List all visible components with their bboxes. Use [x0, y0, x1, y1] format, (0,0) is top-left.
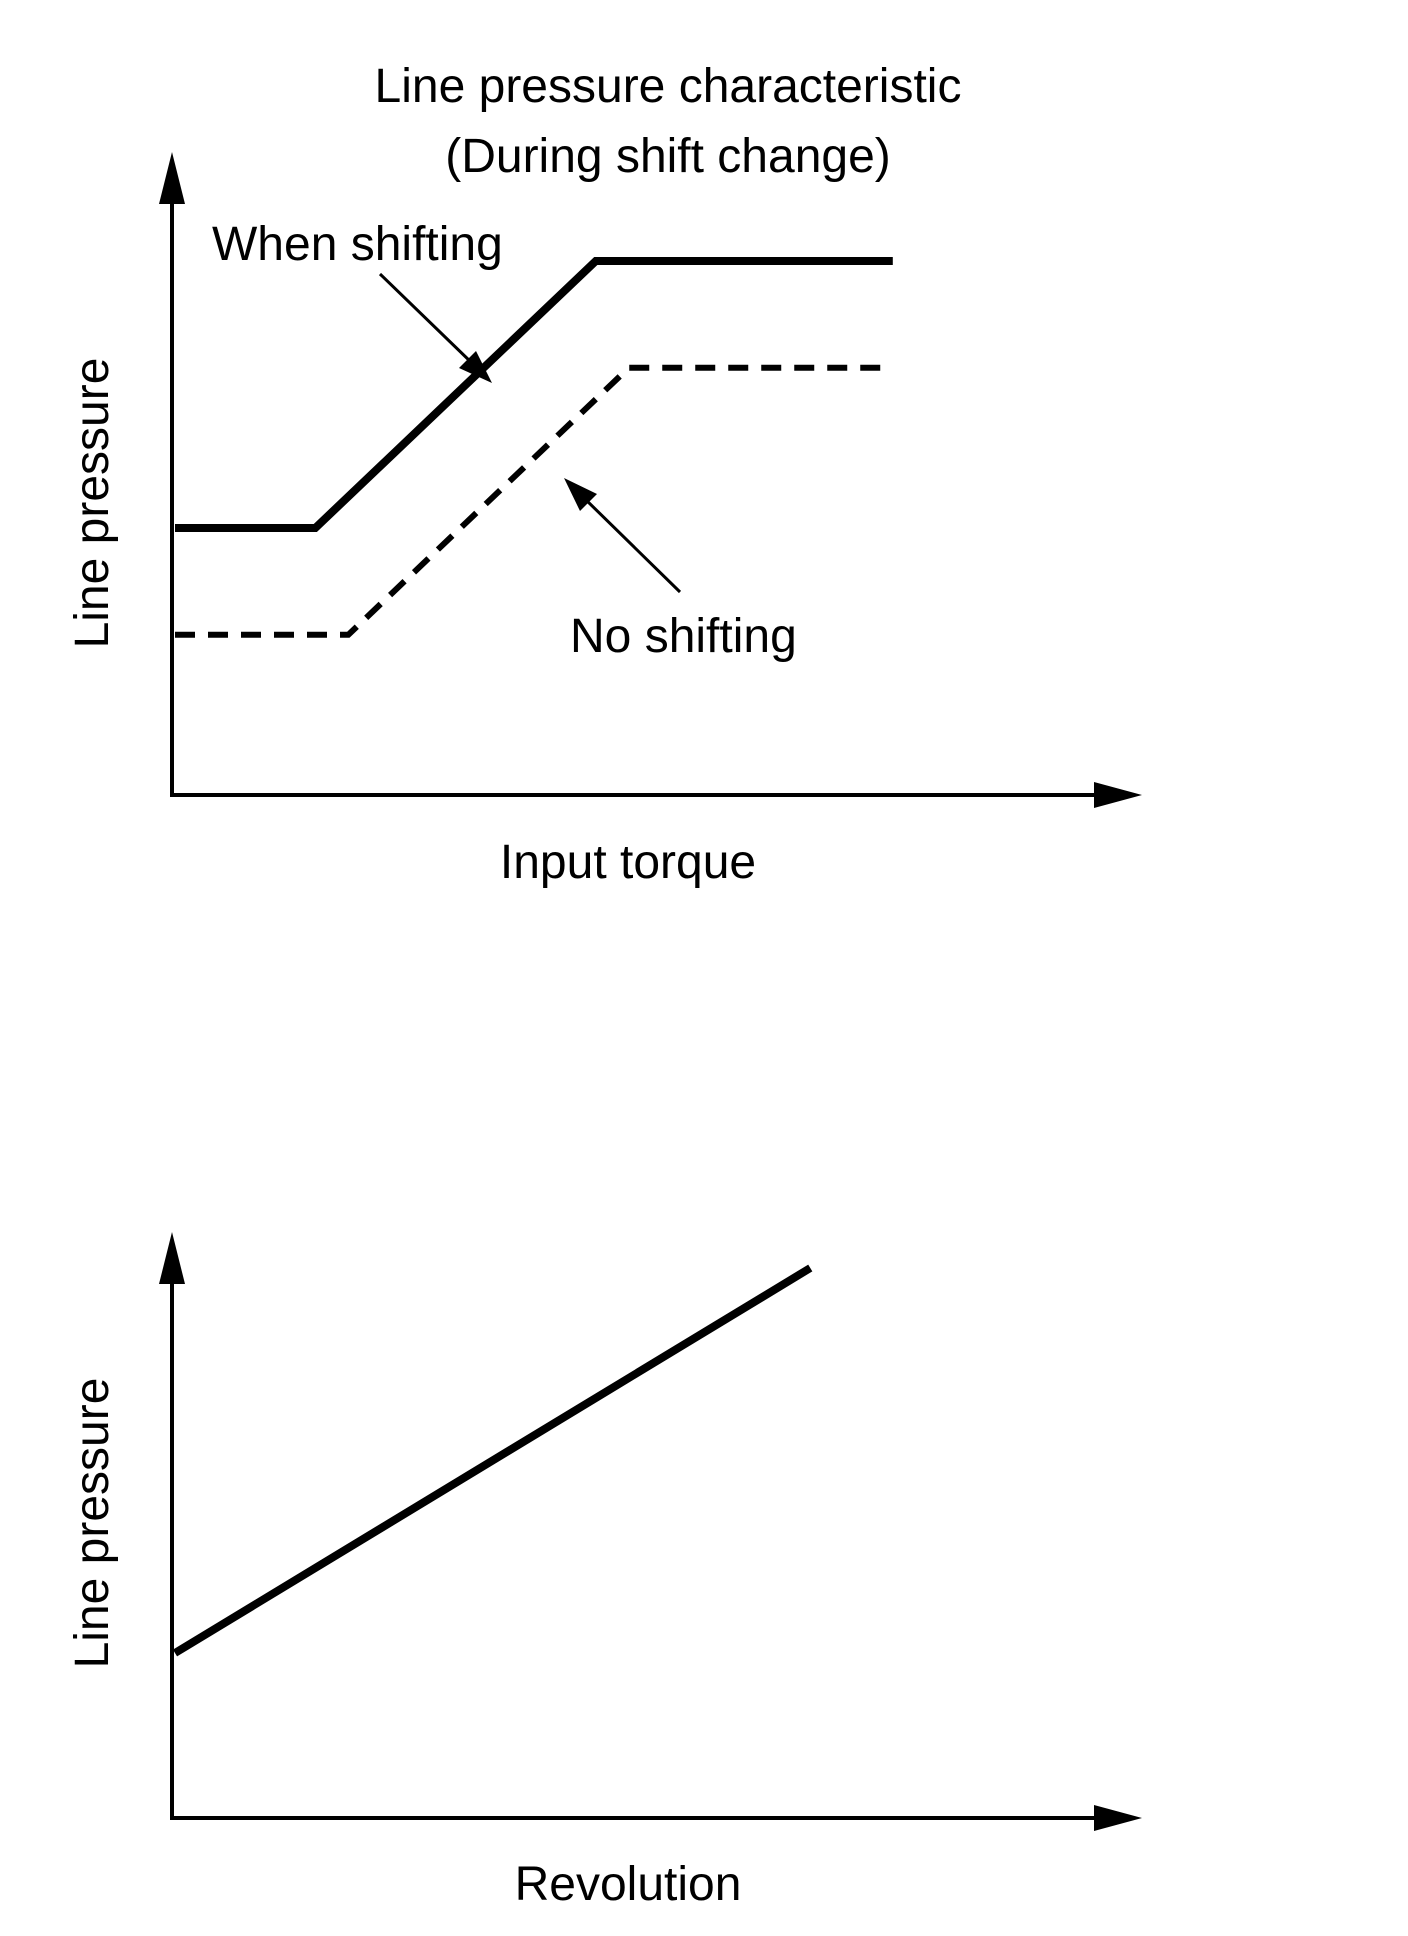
x-axis	[170, 782, 1142, 808]
annotation-arrow-no-shifting	[564, 478, 682, 594]
y-axis-label: Line pressure	[66, 358, 119, 649]
series-line-no-shifting	[175, 364, 893, 638]
x-axis-label: Input torque	[500, 836, 756, 889]
chart-line-pressure-revolution: Line pressure Revolution	[66, 1232, 1142, 1911]
x-axis	[170, 1805, 1142, 1831]
annotation-arrow-when-shifting	[378, 272, 492, 383]
chart-subtitle: (During shift change)	[445, 130, 891, 183]
chart-title: Line pressure characteristic	[375, 60, 962, 113]
series-line-when-shifting	[175, 257, 893, 532]
series-label-when-shifting: When shifting	[212, 218, 503, 271]
y-axis	[159, 152, 185, 795]
chart-line-pressure-input-torque: Line pressure characteristic (During shi…	[66, 60, 1142, 889]
series-label-no-shifting: No shifting	[570, 610, 797, 663]
y-axis	[159, 1232, 185, 1818]
series-line-line-pressure	[172, 1264, 813, 1657]
x-axis-arrowhead	[1094, 782, 1142, 808]
y-axis-arrowhead	[159, 1232, 185, 1284]
x-axis-arrowhead	[1094, 1805, 1142, 1831]
y-axis-label: Line pressure	[66, 1378, 119, 1669]
x-axis-label: Revolution	[515, 1858, 742, 1911]
y-axis-arrowhead	[159, 152, 185, 204]
